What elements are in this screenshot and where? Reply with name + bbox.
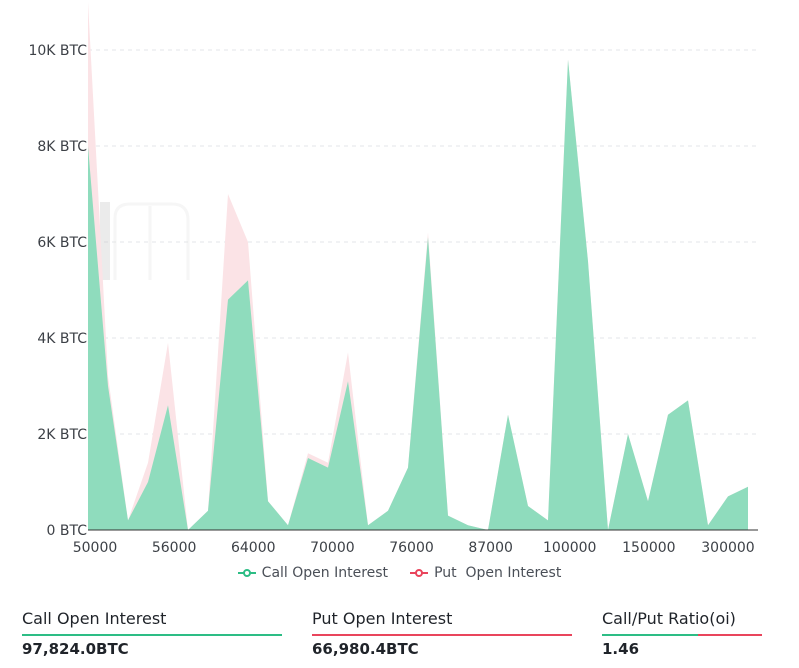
- legend-call-label: Call Open Interest: [261, 565, 389, 581]
- x-tick-label: 150000: [622, 540, 675, 556]
- x-tick-label: 64000: [231, 540, 276, 556]
- legend-call-marker-icon: [237, 568, 256, 578]
- stat-ratio-value: 1.46: [602, 640, 640, 658]
- x-tick-label: 70000: [310, 540, 355, 556]
- x-tick-label: 300000: [701, 540, 754, 556]
- stat-call-underline: [22, 634, 282, 636]
- y-tick-label: 4K BTC: [37, 331, 87, 347]
- stat-call-label: Call Open Interest: [22, 609, 167, 628]
- stat-put-underline: [312, 634, 572, 636]
- x-tick-label: 50000: [73, 540, 118, 556]
- call-open-interest-area: [88, 59, 748, 530]
- y-tick-label: 2K BTC: [37, 427, 87, 443]
- legend-put-label: Put Open Interest: [434, 565, 562, 581]
- legend-put-marker-icon: [410, 568, 429, 578]
- y-tick-label: 0 BTC: [47, 523, 88, 539]
- open-interest-chart: 0 BTC 2K BTC 4K BTC 6K BTC 8K BTC 10K BTC 500…: [28, 2, 758, 556]
- summary-stats: Call Open Interest 97,824.0BTC Put Open …: [0, 600, 799, 668]
- x-tick-label: 56000: [152, 540, 197, 556]
- y-tick-label: 8K BTC: [37, 139, 87, 155]
- x-tick-label: 100000: [543, 540, 596, 556]
- stat-call-value: 97,824.0BTC: [22, 640, 129, 658]
- y-tick-label: 10K BTC: [28, 43, 87, 59]
- x-axis-tick-labels: 50000 56000 64000 70000 76000 87000 100000 1500…: [73, 540, 755, 556]
- stat-ratio-underline: [602, 634, 762, 636]
- y-axis-tick-labels: 0 BTC 2K BTC 4K BTC 6K BTC 8K BTC 10K BTC: [28, 43, 87, 539]
- series-areas: [88, 2, 748, 530]
- stat-ratio-label: Call/Put Ratio(oi): [602, 609, 736, 628]
- stat-put-open-interest: Put Open Interest 66,980.4BTC: [312, 608, 572, 664]
- chart-legend: Call Open Interest Put Open Interest: [0, 562, 799, 584]
- stat-call-open-interest: Call Open Interest 97,824.0BTC: [22, 608, 282, 664]
- watermark-logo: [100, 202, 190, 280]
- stat-call-put-ratio: Call/Put Ratio(oi) 1.46: [602, 608, 762, 664]
- legend-item-call[interactable]: Call Open Interest: [237, 565, 389, 581]
- y-tick-label: 6K BTC: [37, 235, 87, 251]
- stat-put-value: 66,980.4BTC: [312, 640, 419, 658]
- x-tick-label: 76000: [389, 540, 434, 556]
- legend-item-put[interactable]: Put Open Interest: [410, 565, 561, 581]
- x-tick-label: 87000: [468, 540, 513, 556]
- stat-put-label: Put Open Interest: [312, 609, 453, 628]
